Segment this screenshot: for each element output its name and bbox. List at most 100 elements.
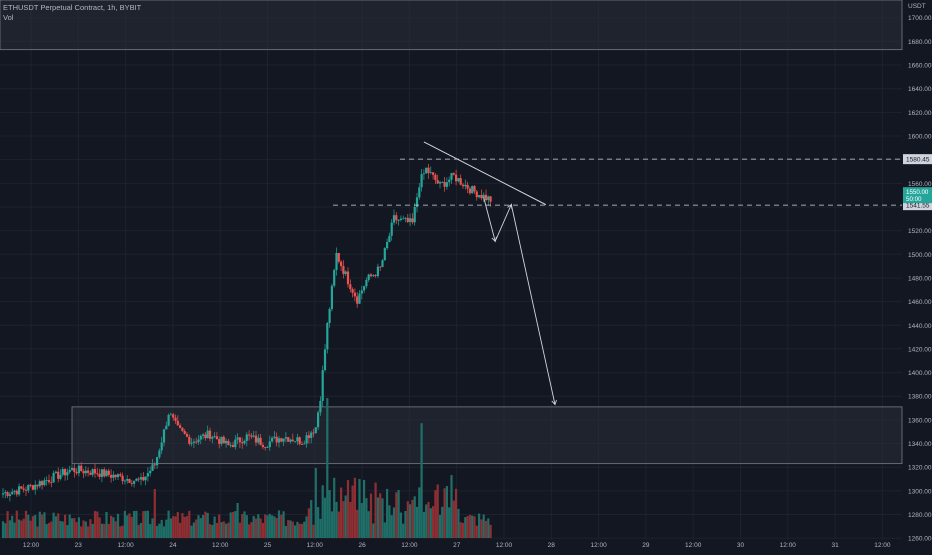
volume-bar [199, 518, 202, 538]
volume-bar [314, 468, 317, 538]
candle-body [123, 480, 126, 482]
candle-body [489, 196, 492, 202]
candle-body [282, 438, 285, 442]
candle-body [20, 486, 23, 489]
volume-bar [383, 522, 386, 538]
volume-bar [227, 522, 230, 538]
volume-bar [411, 499, 414, 538]
candle-body [312, 432, 315, 434]
candle-body [363, 286, 366, 291]
volume-bar [379, 493, 382, 538]
volume-bar [356, 509, 359, 538]
volume-bar [250, 522, 253, 538]
candle-body [116, 474, 120, 478]
candle-body [475, 191, 478, 198]
volume-bar [167, 510, 170, 538]
volume-bar [349, 501, 352, 538]
candle-body [482, 194, 485, 199]
candle-body [172, 414, 175, 418]
candle-body [264, 447, 267, 448]
volume-bar [11, 515, 14, 538]
volume-bar [353, 477, 356, 538]
candle-body [409, 218, 412, 222]
candle-body [459, 178, 462, 185]
candle-body [305, 435, 308, 444]
candle-body [438, 182, 442, 184]
candle-body [105, 470, 108, 477]
volume-bar [273, 516, 276, 538]
candle-body [149, 470, 152, 474]
volume-bar [6, 511, 9, 538]
volume-bar [344, 495, 347, 538]
volume-bar [165, 519, 168, 538]
volume-bar [369, 493, 373, 538]
volume-bar [300, 523, 304, 538]
candle-body [151, 464, 154, 471]
candle-body [259, 437, 262, 445]
volume-bar [358, 478, 361, 538]
volume-bar [18, 519, 21, 538]
candle-body [89, 472, 92, 475]
candle-body [4, 492, 7, 494]
volume-bar [172, 516, 175, 538]
volume-bar [185, 516, 189, 538]
volume-bar [317, 507, 320, 538]
volume-bar [473, 516, 476, 538]
y-tick-label: 1500.00 [908, 252, 932, 259]
candle-body [344, 271, 347, 274]
volume-bar [211, 524, 214, 538]
candle-body [188, 436, 191, 444]
candle-body [206, 430, 209, 439]
candle-body [137, 478, 140, 480]
candle-body [126, 479, 129, 481]
volume-bar [8, 520, 11, 538]
candle-body [448, 179, 451, 183]
volume-bar [162, 526, 166, 538]
candle-body [418, 187, 421, 198]
level-price-tag [903, 200, 932, 211]
y-tick-label: 1680.00 [908, 39, 932, 46]
volume-bar [179, 522, 182, 538]
candle-body [98, 473, 101, 477]
volume-bar [365, 498, 368, 538]
volume-bar [43, 512, 46, 538]
candle-body [41, 481, 44, 486]
volume-bar [438, 514, 442, 538]
candle-body [406, 217, 409, 222]
x-tick-label: 12:00 [117, 542, 134, 549]
candle-body [300, 444, 304, 445]
current-price-label: 1550.00 [906, 189, 929, 196]
candle-body [181, 427, 184, 431]
candle-body [225, 440, 228, 444]
volume-bar [105, 511, 108, 538]
candle-body [284, 437, 287, 439]
candle-body [335, 252, 338, 270]
x-tick-label: 12:00 [212, 542, 229, 549]
candle-body [22, 488, 25, 490]
candle-body [289, 439, 292, 442]
y-tick-label: 1560.00 [908, 181, 932, 188]
volume-bar [319, 518, 322, 538]
volume-bar [243, 511, 246, 538]
volume-bar [434, 490, 437, 538]
candle-body [29, 484, 32, 486]
x-tick-label: 12:00 [496, 542, 513, 549]
level-price-label: 1541.55 [906, 203, 930, 210]
candle-body [121, 475, 124, 482]
candle-body [169, 414, 172, 416]
volume-bar [448, 507, 451, 538]
volume-bar [128, 513, 131, 538]
y-tick-label: 1260.00 [908, 536, 932, 543]
volume-bar [487, 518, 490, 538]
candle-body [80, 465, 83, 472]
volume-bar [59, 520, 62, 538]
volume-bar [376, 497, 379, 538]
volume-bar [321, 485, 324, 538]
volume-bar [312, 524, 315, 538]
candle-body [342, 266, 345, 274]
candle-body [45, 480, 48, 481]
candle-body [358, 293, 361, 304]
volume-bar [238, 522, 241, 538]
